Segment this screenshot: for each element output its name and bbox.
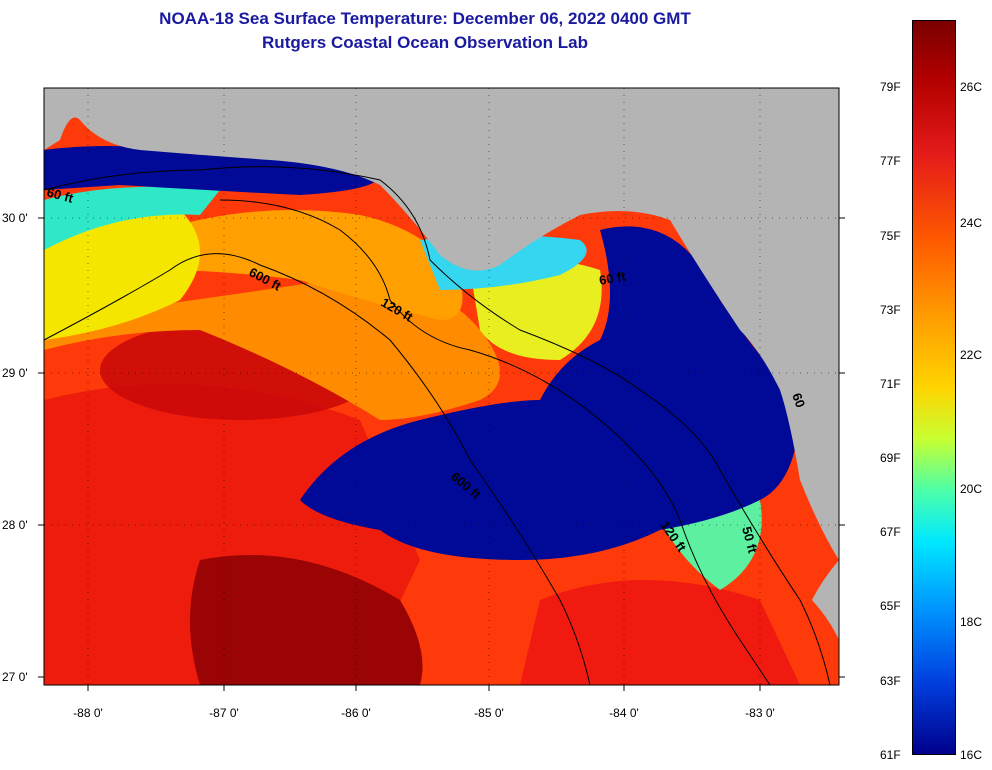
fahrenheit-label: 61F bbox=[880, 748, 901, 762]
lat-label: 29 0' bbox=[2, 366, 28, 380]
land-mass bbox=[44, 88, 839, 560]
lon-label: -85 0' bbox=[474, 706, 504, 720]
nearshore-west bbox=[44, 186, 220, 250]
warm-water-south-east bbox=[520, 580, 800, 685]
lon-label: -88 0' bbox=[73, 706, 103, 720]
lon-label: -86 0' bbox=[341, 706, 371, 720]
axis-ticks bbox=[38, 217, 845, 691]
lon-label: -84 0' bbox=[609, 706, 639, 720]
celsius-label: 26C bbox=[960, 80, 983, 94]
map-subtitle: Rutgers Coastal Ocean Observation Lab bbox=[262, 33, 588, 52]
isobath-label: 60 ft bbox=[45, 184, 75, 206]
lon-label: -83 0' bbox=[745, 706, 775, 720]
lat-label: 28 0' bbox=[2, 518, 28, 532]
fahrenheit-label: 63F bbox=[880, 674, 901, 688]
celsius-label: 24C bbox=[960, 216, 983, 230]
fahrenheit-label: 65F bbox=[880, 599, 901, 613]
isobath-600ft bbox=[44, 253, 591, 685]
map-frame bbox=[43, 87, 840, 686]
loop-current-core bbox=[190, 555, 423, 685]
fahrenheit-label: 71F bbox=[880, 377, 901, 391]
cold-water-east bbox=[300, 226, 800, 560]
isobath-label: 60 ft bbox=[598, 268, 628, 288]
fahrenheit-label: 73F bbox=[880, 303, 901, 317]
celsius-label: 20C bbox=[960, 482, 983, 496]
fahrenheit-label: 67F bbox=[880, 525, 901, 539]
fahrenheit-label: 69F bbox=[880, 451, 901, 465]
orange-shelf bbox=[160, 210, 463, 320]
isobath-label: 50 ft bbox=[739, 525, 761, 555]
celsius-label: 16C bbox=[960, 748, 983, 762]
celsius-label: 18C bbox=[960, 615, 983, 629]
fahrenheit-label: 75F bbox=[880, 229, 901, 243]
map-title: NOAA-18 Sea Surface Temperature: Decembe… bbox=[159, 9, 691, 28]
yellow-shelf-west bbox=[44, 207, 200, 340]
lat-label: 27 0' bbox=[2, 670, 28, 684]
grid-lines bbox=[44, 88, 839, 685]
isobath-120ft bbox=[219, 199, 771, 685]
fahrenheit-label: 79F bbox=[880, 80, 901, 94]
temperature-color-bar bbox=[912, 20, 956, 755]
celsius-label: 22C bbox=[960, 348, 983, 362]
lat-label: 30 0' bbox=[2, 211, 28, 225]
lon-label: -87 0' bbox=[209, 706, 239, 720]
fahrenheit-label: 77F bbox=[880, 154, 901, 168]
land-peninsula bbox=[812, 560, 839, 640]
isobath-60ft bbox=[44, 166, 831, 685]
isobath-label: 60 bbox=[789, 391, 808, 410]
orange-band bbox=[44, 278, 500, 420]
